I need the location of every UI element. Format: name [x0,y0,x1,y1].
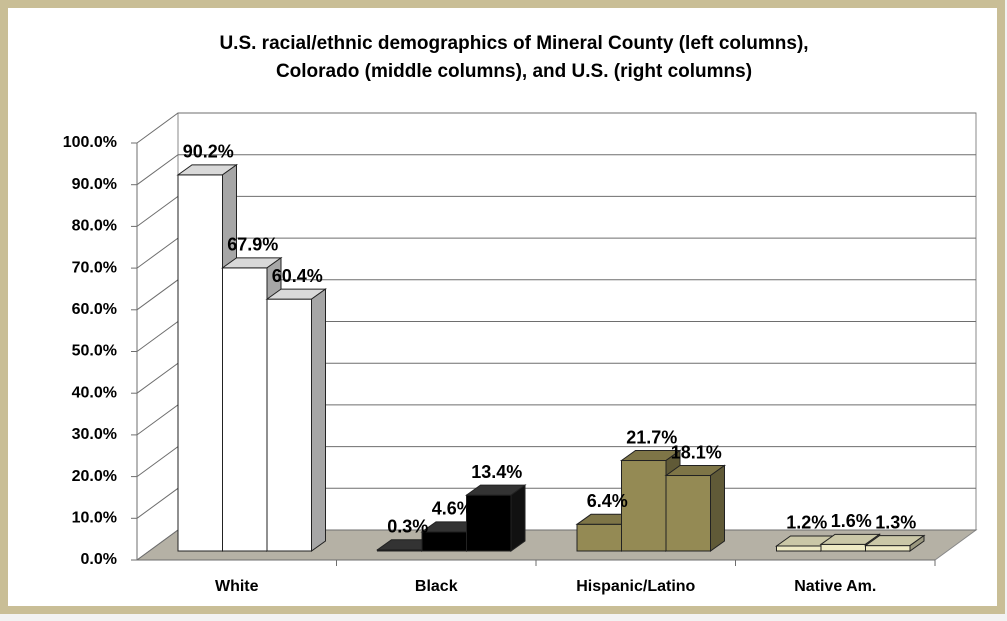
y-tick-label: 50.0% [72,343,117,360]
bar [466,494,512,552]
bar-side [311,288,326,552]
grid-line [136,154,976,186]
y-tick-label: 20.0% [72,468,117,485]
chart-title-line: U.S. racial/ethnic demographics of Miner… [219,33,808,54]
bar [421,531,467,552]
y-tick-label: 60.0% [72,301,117,318]
bar [222,267,268,552]
y-tick-label: 90.0% [72,176,117,193]
bar-side [510,484,526,552]
x-tick-label: Native Am. [794,578,876,595]
value-label: 4.6% [432,499,473,519]
value-label: 13.4% [471,462,522,482]
x-tick-label: Hispanic/Latino [576,578,695,595]
bar [820,543,866,552]
y-tick-label: 70.0% [72,259,117,276]
value-label: 21.7% [626,427,677,447]
bar [776,545,822,552]
y-tick-label: 0.0% [81,551,117,568]
x-tick-label: Black [415,578,458,595]
value-label: 90.2% [183,142,234,162]
bar-side [710,464,725,552]
bar-side [909,534,925,552]
y-tick-label: 40.0% [72,384,117,401]
bar [266,298,312,552]
y-tick-label: 30.0% [72,426,117,443]
bar [865,545,911,552]
bar [576,523,622,552]
y-tick-label: 100.0% [63,134,117,151]
value-label: 1.2% [786,513,827,533]
value-label: 1.6% [831,511,872,531]
value-label: 6.4% [587,491,628,511]
value-label: 1.3% [875,512,916,532]
value-label: 0.3% [387,516,428,536]
value-label: 18.1% [671,442,722,462]
value-label: 60.4% [272,266,323,286]
y-tick-label: 80.0% [72,218,117,235]
y-tick-label: 10.0% [72,510,117,527]
bar [621,460,667,552]
value-label: 67.9% [227,235,278,255]
x-tick-label: White [215,578,259,595]
grid-line [136,112,976,144]
chart-title-line: Colorado (middle columns), and U.S. (rig… [276,61,752,82]
bar [665,475,711,552]
bar [177,174,223,552]
